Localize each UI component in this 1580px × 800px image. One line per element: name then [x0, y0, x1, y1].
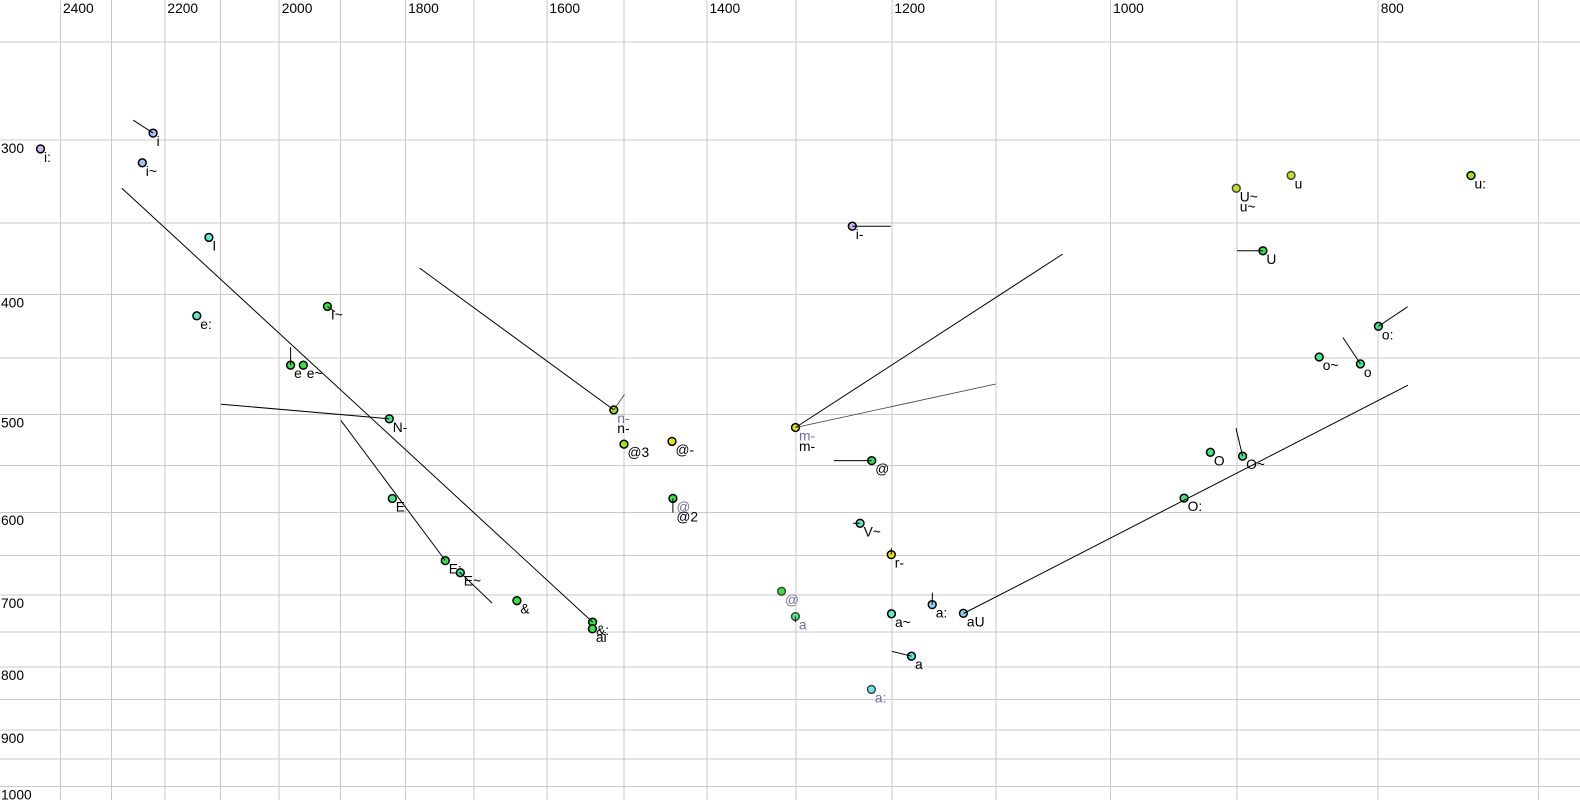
svg-text:a: a: [799, 618, 807, 633]
svg-text:i: i: [157, 134, 160, 149]
svg-text:1200: 1200: [894, 1, 925, 16]
svg-text:o~: o~: [1323, 358, 1339, 373]
svg-text:a~: a~: [895, 615, 911, 630]
svg-text:u:: u:: [1475, 177, 1487, 192]
svg-text:E:: E:: [449, 562, 462, 577]
svg-text:O:: O:: [1188, 499, 1203, 514]
svg-text:900: 900: [1, 731, 24, 746]
svg-text:i:: i:: [44, 150, 51, 165]
svg-text:a: a: [915, 657, 923, 672]
svg-text:u: u: [1295, 176, 1303, 191]
svg-text:e:: e:: [200, 317, 212, 332]
svg-text:o:: o:: [1382, 327, 1394, 342]
svg-text:&:: &:: [596, 623, 609, 638]
svg-text:i-: i-: [856, 227, 864, 242]
svg-text:U~: U~: [1240, 189, 1258, 204]
svg-text:I: I: [212, 238, 216, 253]
svg-text:E~: E~: [464, 574, 481, 589]
svg-text:@3: @3: [628, 445, 650, 460]
svg-text:m-: m-: [799, 439, 815, 454]
svg-text:O: O: [1214, 453, 1225, 468]
svg-text:@2: @2: [676, 510, 698, 525]
svg-text:1800: 1800: [408, 1, 439, 16]
svg-text:@: @: [785, 592, 799, 607]
svg-text:a:: a:: [875, 690, 887, 705]
svg-text:m-: m-: [799, 429, 815, 444]
svg-text:e: e: [294, 366, 302, 381]
svg-text:aU: aU: [967, 614, 985, 629]
svg-text:ai: ai: [596, 630, 607, 645]
svg-text:500: 500: [1, 415, 24, 430]
svg-text:2400: 2400: [63, 1, 94, 16]
svg-text:2200: 2200: [167, 1, 198, 16]
svg-text:i~: i~: [146, 164, 157, 179]
svg-text:1000: 1000: [1, 788, 32, 800]
svg-text:@: @: [676, 499, 690, 514]
svg-text:I~: I~: [331, 307, 343, 322]
svg-text:2000: 2000: [282, 1, 313, 16]
svg-text:800: 800: [1, 668, 24, 683]
svg-text:N-: N-: [393, 420, 408, 435]
svg-text:800: 800: [1381, 1, 1404, 16]
svg-text:u~: u~: [1240, 200, 1256, 215]
svg-text:O~: O~: [1246, 457, 1265, 472]
svg-text:U: U: [1266, 252, 1276, 267]
svg-text:300: 300: [1, 141, 24, 156]
svg-text:a:: a:: [936, 606, 948, 621]
svg-text:700: 700: [1, 596, 24, 611]
svg-text:r-: r-: [895, 556, 904, 571]
svg-text:400: 400: [1, 295, 24, 310]
svg-text:o: o: [1364, 365, 1372, 380]
svg-text:V~: V~: [864, 524, 881, 539]
svg-text:e~: e~: [307, 366, 323, 381]
svg-text:@-: @-: [676, 442, 695, 457]
svg-text:1400: 1400: [710, 1, 741, 16]
svg-text:n-: n-: [617, 411, 629, 426]
svg-text:1600: 1600: [549, 1, 580, 16]
svg-text:600: 600: [1, 513, 24, 528]
svg-text:&: &: [520, 602, 529, 617]
svg-text:E: E: [396, 500, 405, 515]
svg-text:n-: n-: [617, 421, 629, 436]
svg-text:@: @: [875, 462, 889, 477]
svg-text:1000: 1000: [1113, 1, 1144, 16]
